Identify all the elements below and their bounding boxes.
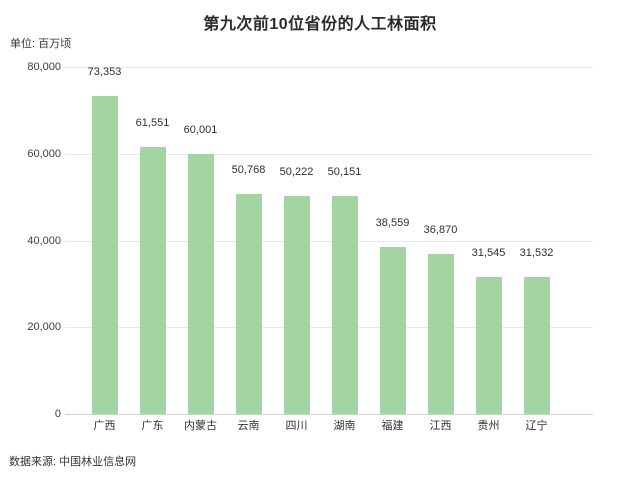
- bar-value-label: 38,559: [375, 216, 410, 229]
- y-axis-tick-label: 0: [54, 408, 61, 420]
- bar-value-label: 31,532: [519, 247, 554, 260]
- bar-value-label: 73,353: [87, 65, 122, 78]
- bar: [139, 147, 166, 414]
- bar-value-label: 60,001: [183, 123, 218, 136]
- y-gridline: [65, 153, 593, 155]
- x-axis-category-label: 四川: [285, 420, 308, 432]
- chart-title: 第九次前10位省份的人工林面积: [203, 16, 437, 33]
- y-axis-tick-label: 20,000: [27, 321, 61, 334]
- x-axis-category-label: 内蒙古: [184, 420, 217, 432]
- bar-value-label: 50,768: [231, 163, 266, 176]
- unit-label: 单位: 百万顷: [10, 38, 72, 50]
- bar: [235, 193, 262, 414]
- y-gridline: [65, 240, 593, 242]
- bar-value-label: 50,151: [327, 166, 362, 179]
- x-axis-line: [65, 414, 593, 415]
- bar: [475, 277, 502, 414]
- x-axis-category-label: 云南: [237, 420, 260, 432]
- y-axis-tick-label: 80,000: [27, 61, 61, 73]
- x-axis-category-label: 广东: [141, 420, 164, 432]
- y-axis-tick-label: 40,000: [27, 234, 61, 247]
- bar-value-label: 36,870: [423, 224, 458, 237]
- bar: [187, 153, 214, 414]
- bar-value-label: 50,222: [279, 166, 314, 179]
- x-axis-category-label: 广西: [93, 420, 116, 432]
- bar-value-label: 31,545: [471, 247, 506, 260]
- bar: [523, 277, 550, 414]
- x-axis-category-label: 福建: [381, 420, 404, 432]
- bar: [379, 246, 406, 414]
- y-gridline: [65, 67, 593, 68]
- bar-value-label: 61,551: [135, 117, 170, 130]
- y-axis-tick-label: 60,000: [27, 147, 61, 160]
- bar: [283, 196, 310, 414]
- x-axis-category-label: 湖南: [333, 420, 356, 432]
- bar: [331, 196, 358, 414]
- x-axis-category-label: 辽宁: [525, 420, 548, 432]
- bar: [91, 95, 118, 414]
- data-source-label: 数据来源: 中国林业信息网: [9, 456, 137, 468]
- x-axis-category-label: 贵州: [477, 420, 500, 432]
- x-axis-category-label: 江西: [429, 420, 452, 432]
- y-gridline: [65, 327, 593, 329]
- bar: [427, 254, 454, 414]
